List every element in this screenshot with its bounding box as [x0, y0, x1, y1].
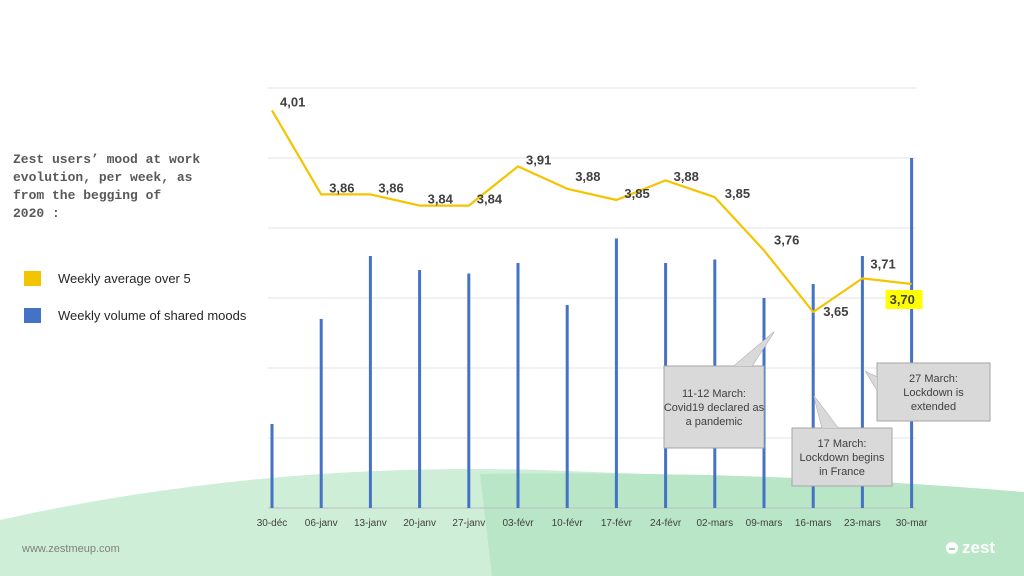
annotation-box — [791, 427, 893, 487]
value-label: 3,70 — [890, 292, 915, 307]
value-label: 4,01 — [280, 94, 305, 109]
value-label: 3,91 — [526, 152, 551, 167]
annotation-text-line: 11-12 March: — [682, 388, 746, 400]
x-tick-label: 30-déc — [257, 518, 288, 529]
volume-bar — [860, 256, 864, 508]
zest-logo: zest — [946, 538, 995, 558]
annotation-text-line: Covid19 declared as — [664, 402, 765, 414]
value-label: 3,85 — [624, 186, 649, 201]
volume-bar — [811, 284, 815, 508]
x-tick-label: 16-mars — [795, 518, 832, 529]
x-tick-label: 20-janv — [403, 518, 436, 529]
volume-bar — [516, 263, 520, 508]
volume-bar — [270, 424, 274, 508]
annotation-text-line: extended — [911, 401, 956, 413]
value-label: 3,71 — [870, 256, 895, 271]
legend: Weekly average over 5 Weekly volume of s… — [24, 268, 246, 342]
annotation-text: 11-12 March: Covid19 declared as a pandemi… — [664, 388, 765, 428]
annotation-text-line: Lockdown is — [903, 387, 964, 399]
annotation-text: 27 March: Lockdown is extended — [903, 373, 964, 413]
gridlines — [268, 87, 916, 509]
value-label: 3,84 — [428, 192, 454, 207]
annotation-pointer-fill — [734, 332, 774, 366]
annotations: 11-12 March: Covid19 declared as a pandemi… — [663, 331, 991, 487]
value-label: 3,76 — [774, 232, 799, 247]
volume-bar — [467, 273, 471, 508]
x-tick-label: 09-mars — [746, 518, 783, 529]
volume-bar — [910, 158, 914, 508]
annotation-text-line: Lockdown begins — [799, 452, 885, 464]
average-line — [271, 109, 912, 314]
x-tick-label: 10-févr — [552, 518, 584, 529]
legend-label-volume: Weekly volume of shared moods — [58, 307, 247, 323]
value-label: 3,88 — [575, 169, 600, 184]
x-tick-label: 06-janv — [305, 518, 338, 529]
annotation-text-line: 17 March: — [818, 438, 867, 450]
annotation-pointer-fill — [814, 396, 838, 428]
legend-swatch-volume — [24, 307, 41, 323]
legend-item-average: Weekly average over 5 — [24, 268, 246, 288]
annotation-pointer-fill — [866, 372, 877, 390]
legend-label-average: Weekly average over 5 — [58, 270, 191, 286]
volume-bar — [368, 256, 372, 508]
x-tick-label: 13-janv — [354, 518, 387, 529]
value-labels: 4,01 3,86 3,86 3,84 3,84 3,91 3,88 3,85 3,88 3,85… — [280, 94, 923, 319]
value-label: 3,88 — [674, 169, 699, 184]
annotation-text-line: 27 March: — [909, 373, 958, 385]
legend-item-volume: Weekly volume of shared moods — [24, 305, 246, 325]
x-tick-label: 17-févr — [601, 518, 633, 529]
x-tick-label: 23-mars — [844, 518, 881, 529]
value-label: 3,86 — [329, 180, 354, 195]
annotation-text: 17 March: Lockdown begins in France — [799, 438, 885, 478]
volume-bar — [614, 238, 618, 508]
annotation-box — [876, 362, 991, 422]
volume-bar — [565, 305, 569, 508]
average-line-path — [271, 109, 912, 314]
annotation-box — [663, 365, 765, 449]
x-tick-label: 30-mar — [896, 518, 928, 529]
value-label: 3,84 — [477, 192, 503, 207]
value-label: 3,65 — [823, 304, 848, 319]
value-label: 3,86 — [378, 180, 403, 195]
x-tick-label: 24-févr — [650, 518, 682, 529]
zest-logo-text: zest — [962, 538, 996, 557]
highlight-box — [885, 290, 923, 309]
footer-url: www.zestmeup.com — [22, 543, 120, 555]
annotation-text-line: a pandemic — [686, 416, 743, 428]
zest-logo-icon — [946, 542, 958, 554]
annotation-text-line: in France — [819, 466, 865, 478]
chart-title: Zest users’ mood at work evolution, per … — [13, 152, 201, 221]
x-tick-labels: 30-déc 06-janv 13-janv 20-janv 27-janv 03-fév… — [257, 518, 928, 529]
x-tick-label: 02-mars — [696, 518, 733, 529]
x-tick-label: 03-févr — [502, 518, 534, 529]
volume-bar — [418, 270, 422, 508]
x-tick-label: 27-janv — [452, 518, 485, 529]
value-label: 3,85 — [725, 186, 750, 201]
legend-swatch-average — [24, 270, 41, 286]
volume-bar — [319, 319, 323, 508]
